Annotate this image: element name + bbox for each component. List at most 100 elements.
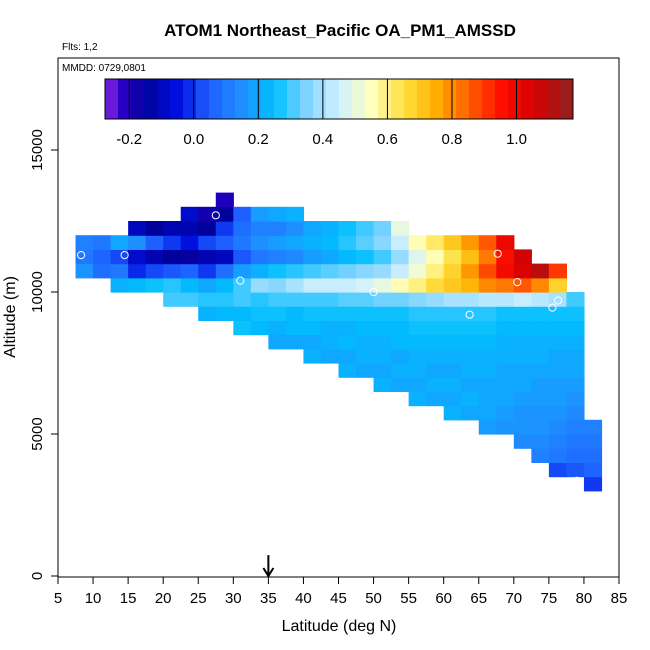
heatmap-cell <box>145 277 164 293</box>
heatmap-cell <box>373 235 392 250</box>
heatmap-cell <box>513 391 532 407</box>
heatmap-cell <box>128 249 147 265</box>
heatmap-cell <box>531 320 550 336</box>
heatmap-cell <box>443 363 462 378</box>
heatmap-cell <box>320 320 340 336</box>
heatmap-cell <box>163 221 182 236</box>
x-tick-label: 60 <box>435 590 452 607</box>
chart-title: ATOM1 Northeast_Pacific OA_PM1_AMSSD <box>164 21 516 40</box>
heatmap-cell <box>513 292 532 307</box>
heatmap-cell <box>233 277 252 293</box>
heatmap-cell <box>566 348 585 364</box>
heatmap-cells <box>75 192 603 492</box>
colorbar-segment <box>430 79 444 119</box>
heatmap-cell <box>268 249 287 265</box>
heatmap-cell <box>391 235 410 250</box>
heatmap-cell <box>408 391 427 407</box>
heatmap-cell <box>356 334 375 350</box>
heatmap-cell <box>513 334 532 350</box>
heatmap-cell <box>426 363 445 378</box>
heatmap-cell <box>356 235 375 250</box>
heatmap-cell <box>356 306 375 321</box>
heatmap-cell <box>566 391 585 407</box>
heatmap-cell <box>145 263 164 279</box>
heatmap-cell <box>548 263 568 279</box>
heatmap-cell <box>285 334 305 350</box>
heatmap-cell <box>320 348 340 364</box>
heatmap-cell <box>531 391 550 407</box>
heatmap-cell <box>391 292 410 307</box>
heatmap-cell <box>478 334 497 350</box>
heatmap-cell <box>548 434 568 449</box>
heatmap-cell <box>303 277 322 293</box>
heatmap-cell <box>478 348 497 364</box>
flight-markers <box>77 211 582 485</box>
heatmap-cell <box>163 277 182 293</box>
heatmap-cell <box>250 221 269 236</box>
x-tick-label: 15 <box>120 590 137 607</box>
heatmap-cell <box>303 306 322 321</box>
heatmap-cell <box>338 221 357 236</box>
heatmap-cell <box>285 235 305 250</box>
heatmap-cell <box>163 263 182 279</box>
heatmap-cell <box>250 277 269 293</box>
heatmap-cell <box>531 292 550 307</box>
heatmap-cell <box>303 221 322 236</box>
flight-marker <box>154 300 163 309</box>
heatmap-cell <box>233 206 252 222</box>
heatmap-cell <box>391 221 410 236</box>
heatmap-cell <box>513 249 532 265</box>
heatmap-cell <box>443 249 462 265</box>
heatmap-cell <box>566 306 585 321</box>
x-axis: 5 10 15 20 25 30 35 40 45 50 55 60 65 70 75 80 85 <box>54 576 627 607</box>
colorbar-segment <box>118 79 132 119</box>
x-tick-label: 25 <box>190 590 207 607</box>
heatmap-cell <box>320 263 340 279</box>
heatmap-cell <box>513 306 532 321</box>
heatmap-cell <box>583 448 603 463</box>
heatmap-cell <box>478 263 497 279</box>
heatmap-cell <box>320 306 340 321</box>
heatmap-cell <box>215 306 234 321</box>
colorbar-tick-label: 0.2 <box>248 131 269 148</box>
heatmap-cell <box>163 292 182 307</box>
heatmap-cell <box>548 419 568 435</box>
heatmap-cell <box>338 334 357 350</box>
heatmap-cell <box>180 292 199 307</box>
heatmap-cell <box>285 221 305 236</box>
heatmap-cell <box>513 377 532 392</box>
heatmap-cell <box>75 263 94 279</box>
heatmap-cell <box>285 263 305 279</box>
heatmap-cell <box>373 306 392 321</box>
heatmap-cell <box>426 334 445 350</box>
heatmap-cell <box>303 249 322 265</box>
heatmap-cell <box>496 363 515 378</box>
heatmap-cell <box>215 192 234 208</box>
heatmap-cell <box>215 221 234 236</box>
heatmap-cell <box>233 235 252 250</box>
heatmap-cell <box>268 206 287 222</box>
colorbar-tick-label: 0.4 <box>312 131 333 148</box>
heatmap-cell <box>426 292 445 307</box>
heatmap-cell <box>583 462 603 478</box>
heatmap-cell <box>443 263 462 279</box>
flight-marker <box>77 251 86 260</box>
heatmap-cell <box>356 292 375 307</box>
heatmap-cell <box>163 249 182 265</box>
heatmap-cell <box>426 391 445 407</box>
heatmap-cell <box>408 348 427 364</box>
heatmap-cell <box>373 263 392 279</box>
heatmap-cell <box>198 235 217 250</box>
colorbar-segment <box>417 79 431 119</box>
colorbar-tick-label: 0.6 <box>377 131 398 148</box>
heatmap-cell <box>338 249 357 265</box>
heatmap-cell <box>496 306 515 321</box>
y-axis-label: Altitude (m) <box>2 276 19 358</box>
heatmap-cell <box>531 306 550 321</box>
heatmap-cell <box>75 235 94 250</box>
heatmap-cell <box>356 277 375 293</box>
heatmap-cell <box>198 206 217 222</box>
heatmap-cell <box>198 221 217 236</box>
heatmap-cell <box>391 377 410 392</box>
heatmap-cell <box>566 405 585 421</box>
